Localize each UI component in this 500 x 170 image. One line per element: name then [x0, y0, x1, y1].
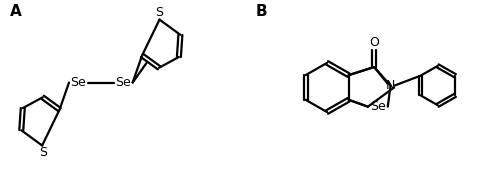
Text: B: B — [256, 4, 268, 19]
Text: Se: Se — [70, 76, 86, 89]
Text: Se: Se — [370, 100, 386, 113]
Text: N: N — [386, 79, 395, 92]
Text: A: A — [10, 4, 22, 19]
Text: O: O — [369, 36, 379, 49]
Text: S: S — [38, 146, 46, 159]
Text: S: S — [155, 6, 163, 19]
Text: Se: Se — [116, 76, 131, 89]
